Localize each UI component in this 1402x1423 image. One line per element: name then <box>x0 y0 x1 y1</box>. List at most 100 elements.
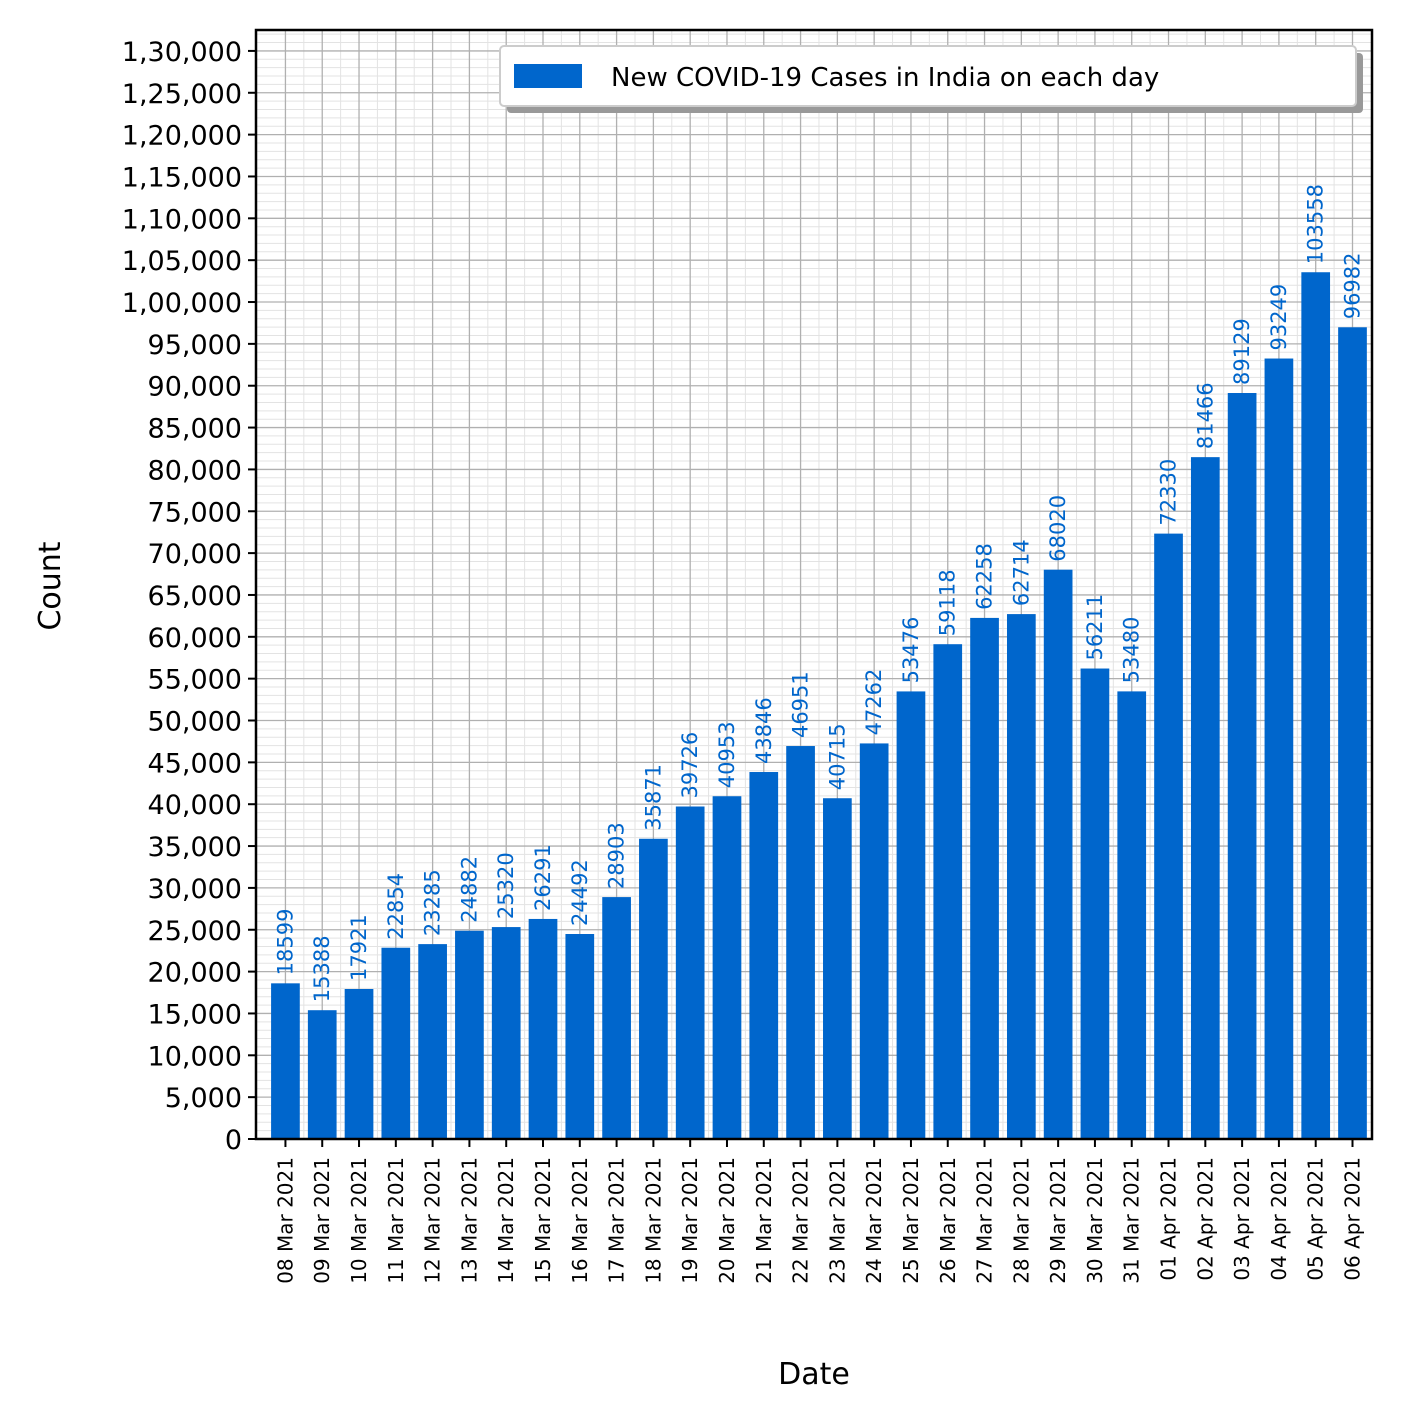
y-tick-label: 55,000 <box>148 665 242 696</box>
bar-value-label: 39726 <box>678 732 702 799</box>
x-tick-label: 04 Apr 2021 <box>1267 1157 1291 1281</box>
x-tick-label: 31 Mar 2021 <box>1120 1157 1144 1284</box>
y-tick-label: 35,000 <box>148 832 242 863</box>
y-tick-label: 50,000 <box>148 707 242 738</box>
y-tick-label: 60,000 <box>148 623 242 654</box>
bar-value-label: 56211 <box>1083 594 1107 661</box>
x-tick-label: 06 Apr 2021 <box>1340 1157 1364 1281</box>
bar-value-label: 17921 <box>347 914 371 981</box>
x-tick-label: 11 Mar 2021 <box>384 1157 408 1284</box>
x-tick-label: 10 Mar 2021 <box>347 1157 371 1284</box>
bar <box>1080 668 1110 1139</box>
bar <box>1301 272 1331 1139</box>
bar <box>1117 691 1147 1139</box>
bar-value-label: 15388 <box>310 935 334 1002</box>
x-tick-label: 29 Mar 2021 <box>1046 1157 1070 1284</box>
x-tick-label: 24 Mar 2021 <box>862 1157 886 1284</box>
y-axis-label: Count <box>33 541 68 630</box>
bar <box>786 746 815 1139</box>
legend-label: New COVID-19 Cases in India on each day <box>611 63 1159 93</box>
x-tick-label: 26 Mar 2021 <box>936 1157 960 1284</box>
bar-value-label: 81466 <box>1193 382 1217 449</box>
bar <box>565 934 595 1139</box>
bar-value-label: 43846 <box>752 697 776 764</box>
x-tick-label: 13 Mar 2021 <box>457 1157 481 1284</box>
y-tick-label: 10,000 <box>148 1041 242 1072</box>
y-tick-label: 40,000 <box>148 790 242 821</box>
bar-value-label: 93249 <box>1267 284 1291 351</box>
y-tick-label: 85,000 <box>148 414 242 445</box>
bar-value-label: 53476 <box>899 617 923 684</box>
bar-value-label: 53480 <box>1120 617 1144 684</box>
bar-value-label: 26291 <box>531 844 555 911</box>
bar <box>1190 457 1220 1139</box>
bar <box>455 930 484 1139</box>
y-tick-label: 1,20,000 <box>122 121 242 152</box>
bar-value-label: 40715 <box>825 723 849 790</box>
bar <box>1264 358 1294 1140</box>
bar <box>381 947 411 1139</box>
bar <box>712 796 742 1139</box>
bar <box>749 772 779 1139</box>
bar <box>1154 533 1183 1139</box>
bar-value-label: 103558 <box>1304 184 1328 264</box>
y-tick-label: 95,000 <box>148 330 242 361</box>
bar <box>896 691 926 1139</box>
bar-value-label: 72330 <box>1157 459 1181 526</box>
bar-value-label: 40953 <box>715 721 739 788</box>
data-labels: 18599 15388 17921 22854 23285 24882 25320 26291… <box>273 184 1364 1002</box>
x-tick-label: 12 Mar 2021 <box>421 1157 445 1284</box>
x-tick-label: 14 Mar 2021 <box>494 1157 518 1284</box>
x-tick-label: 21 Mar 2021 <box>752 1157 776 1284</box>
y-tick-label: 20,000 <box>148 958 242 989</box>
bar <box>344 989 374 1139</box>
x-tick-label: 22 Mar 2021 <box>789 1157 813 1284</box>
bar-series <box>271 272 1367 1140</box>
legend-swatch <box>514 64 582 88</box>
y-tick-label: 5,000 <box>165 1083 242 1114</box>
bar-value-label: 59118 <box>936 569 960 636</box>
bar <box>859 743 889 1139</box>
bar <box>418 944 447 1139</box>
bar <box>528 918 558 1139</box>
bar-value-label: 25320 <box>494 852 518 919</box>
bar-value-label: 46951 <box>789 671 813 738</box>
y-tick-label: 90,000 <box>148 372 242 403</box>
y-tick-label: 45,000 <box>148 748 242 779</box>
y-tick-label: 80,000 <box>148 455 242 486</box>
bar <box>271 983 300 1139</box>
bar <box>639 838 668 1139</box>
y-tick-label: 1,05,000 <box>122 246 242 277</box>
x-tick-label: 16 Mar 2021 <box>568 1157 592 1284</box>
x-tick-label: 23 Mar 2021 <box>825 1157 849 1284</box>
y-tick-label: 1,30,000 <box>122 37 242 68</box>
x-tick-label: 25 Mar 2021 <box>899 1157 923 1284</box>
x-tick-label: 17 Mar 2021 <box>605 1157 629 1284</box>
y-tick-label: 1,15,000 <box>122 162 242 193</box>
x-tick-label: 05 Apr 2021 <box>1304 1157 1328 1281</box>
x-tick-label: 09 Mar 2021 <box>310 1157 334 1284</box>
bar <box>602 897 631 1139</box>
legend-box <box>499 45 1357 107</box>
x-axis-label: Date <box>778 1357 850 1392</box>
bar-value-label: 24882 <box>457 856 481 923</box>
y-tick-label: 15,000 <box>148 999 242 1030</box>
x-tick-label: 19 Mar 2021 <box>678 1157 702 1284</box>
y-axis-ticks: 0 5,000 10,000 15,000 20,000 25,000 30,000 35,0… <box>122 37 256 1156</box>
y-tick-label: 0 <box>225 1125 242 1156</box>
bar <box>970 617 999 1139</box>
y-tick-label: 1,10,000 <box>122 204 242 235</box>
x-tick-label: 20 Mar 2021 <box>715 1157 739 1284</box>
bar-value-label: 35871 <box>641 764 665 831</box>
y-tick-label: 65,000 <box>148 581 242 612</box>
bar-value-label: 62258 <box>973 543 997 610</box>
bar <box>1227 393 1257 1139</box>
bar-value-label: 62714 <box>1009 539 1033 606</box>
bar <box>675 806 705 1139</box>
bar <box>307 1010 337 1139</box>
bar-value-label: 23285 <box>421 869 445 936</box>
x-tick-label: 30 Mar 2021 <box>1083 1157 1107 1284</box>
bar-value-label: 24492 <box>568 859 592 926</box>
bar <box>823 798 852 1139</box>
